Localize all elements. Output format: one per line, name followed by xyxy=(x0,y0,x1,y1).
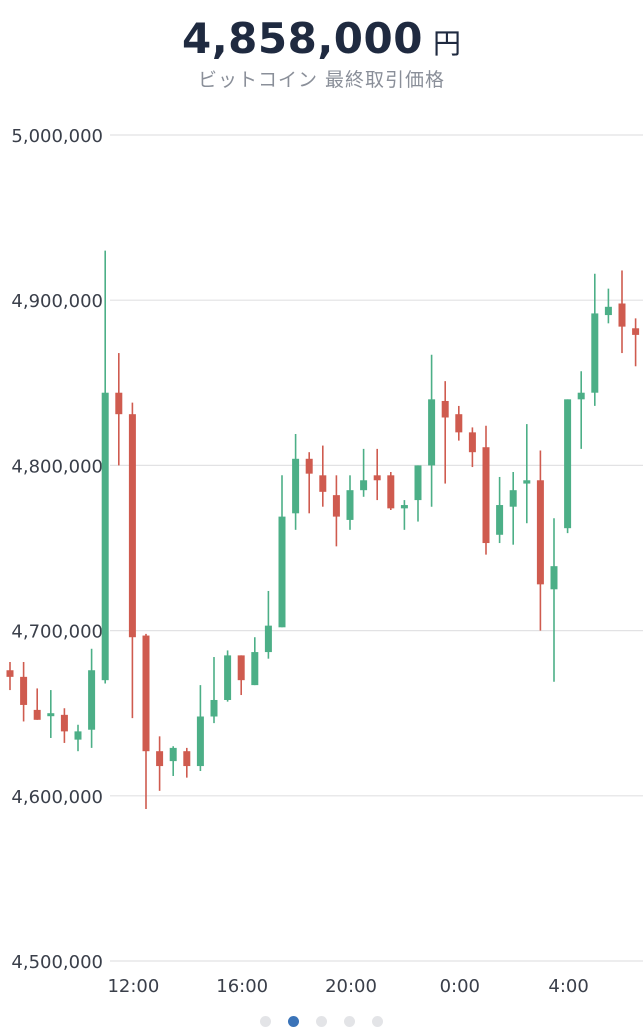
x-tick-label: 0:00 xyxy=(440,976,480,997)
candle-up xyxy=(224,650,231,701)
x-axis-labels: 12:00 16:00 20:00 0:00 4:00 xyxy=(107,976,588,997)
y-tick-label: 4,500,000 xyxy=(11,952,103,973)
candle-up xyxy=(578,371,585,449)
page-dot-4[interactable] xyxy=(344,1016,355,1027)
grid-lines xyxy=(110,135,643,961)
y-axis-labels: 5,000,000 4,900,000 4,800,000 4,700,000 4,60… xyxy=(11,126,103,973)
candle-up xyxy=(292,434,299,530)
candle-down xyxy=(387,472,394,510)
candle-down xyxy=(183,748,190,778)
y-tick-label: 4,900,000 xyxy=(11,291,103,312)
candle-up xyxy=(170,746,177,776)
page-dot-3[interactable] xyxy=(316,1016,327,1027)
candle-down xyxy=(156,736,163,791)
candle-up xyxy=(211,657,218,723)
candle-down xyxy=(20,662,27,721)
candle-up xyxy=(523,424,530,523)
candle-down xyxy=(374,449,381,500)
candle-up xyxy=(279,475,286,627)
page-indicator[interactable] xyxy=(0,1016,643,1027)
candle-up xyxy=(47,690,54,738)
candle-up xyxy=(360,449,367,497)
candle-down xyxy=(143,634,150,809)
candle-down xyxy=(306,452,313,513)
candle-up xyxy=(564,399,571,533)
candle-up xyxy=(102,251,109,684)
candle-up xyxy=(75,725,82,751)
x-tick-label: 16:00 xyxy=(216,976,268,997)
candle-up xyxy=(415,465,422,521)
x-tick-label: 20:00 xyxy=(325,976,377,997)
candle-up xyxy=(88,649,95,748)
candle-up xyxy=(265,591,272,659)
candle-down xyxy=(319,446,326,507)
candle-up xyxy=(347,475,354,530)
candle-up xyxy=(251,637,258,685)
candle-down xyxy=(61,708,68,743)
candle-down xyxy=(115,353,122,465)
candle-down xyxy=(537,451,544,631)
candle-down xyxy=(442,381,449,483)
candle-down xyxy=(333,475,340,546)
candle-down xyxy=(129,403,136,719)
candle-down xyxy=(483,426,490,555)
candles xyxy=(7,251,643,809)
candle-down xyxy=(455,406,462,441)
y-tick-label: 4,600,000 xyxy=(11,787,103,808)
y-tick-label: 4,800,000 xyxy=(11,456,103,477)
x-tick-label: 12:00 xyxy=(107,976,159,997)
candle-up xyxy=(197,685,204,771)
candle-up xyxy=(551,518,558,682)
candle-up xyxy=(428,355,435,507)
page-dot-2[interactable] xyxy=(288,1016,299,1027)
candle-up xyxy=(510,472,517,545)
candle-down xyxy=(34,688,41,719)
candle-up xyxy=(591,274,598,406)
candle-down xyxy=(469,427,476,467)
candle-up xyxy=(496,477,503,543)
candle-down xyxy=(632,318,639,366)
candle-down xyxy=(7,662,14,690)
candle-down xyxy=(619,270,626,353)
candle-up xyxy=(605,289,612,324)
page-dot-5[interactable] xyxy=(372,1016,383,1027)
y-tick-label: 5,000,000 xyxy=(11,126,103,147)
x-tick-label: 4:00 xyxy=(548,976,588,997)
y-tick-label: 4,700,000 xyxy=(11,622,103,643)
page-dot-1[interactable] xyxy=(260,1016,271,1027)
candle-up xyxy=(401,500,408,530)
candle-down xyxy=(238,655,245,695)
